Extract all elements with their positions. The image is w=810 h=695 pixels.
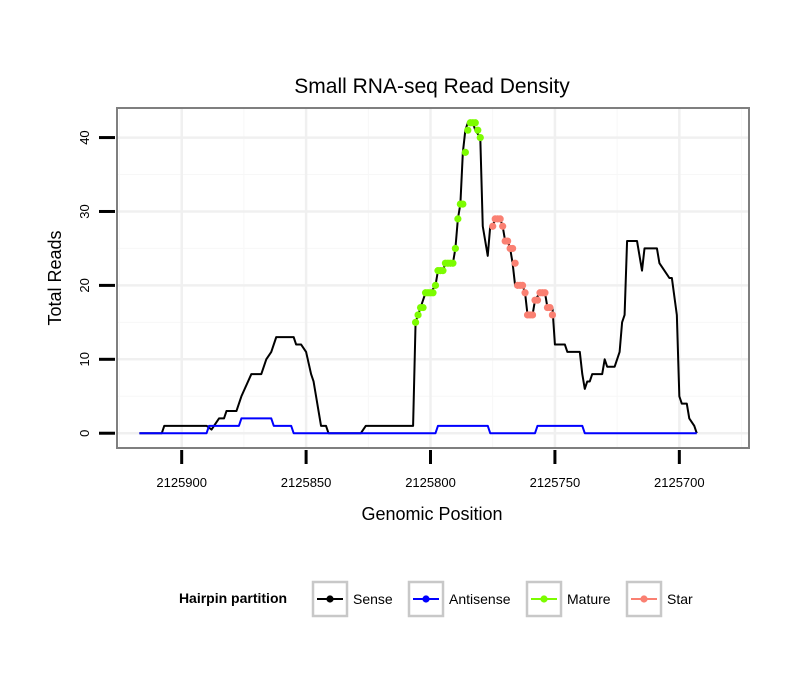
series-line-sense — [139, 121, 698, 435]
legend-key-point-antisense — [422, 595, 430, 603]
data-point-mature — [419, 303, 427, 312]
data-point-mature — [449, 259, 457, 267]
data-point-mature — [429, 289, 437, 297]
legend: Hairpin partition Sense Antisense Mature St… — [179, 580, 693, 618]
grid — [117, 108, 749, 448]
data-point-star — [496, 215, 504, 223]
data-point-mature — [474, 126, 482, 134]
data-point-mature — [459, 200, 467, 208]
data-point-mature — [471, 119, 479, 127]
x-tick-label: 2125750 — [530, 475, 581, 490]
data-point-mature — [431, 281, 440, 289]
data-point-mature — [461, 148, 469, 156]
data-point-mature — [476, 133, 484, 142]
data-point-star — [528, 311, 537, 319]
plot-panel-border — [116, 107, 750, 449]
data-point-star — [521, 289, 529, 297]
data-point-star — [518, 281, 527, 289]
data-point-star — [489, 222, 497, 230]
data-point-star — [499, 222, 507, 230]
data-point-mature — [464, 126, 472, 134]
y-tick-label: 40 — [77, 130, 92, 144]
legend-label-star: Star — [667, 591, 693, 607]
data-point-star — [546, 303, 554, 312]
data-point-mature — [414, 311, 422, 319]
x-tick-label: 2125900 — [156, 475, 207, 490]
data-point-mature — [439, 267, 447, 275]
series-line-antisense — [139, 417, 697, 435]
y-axis-label: Total Reads — [45, 230, 65, 325]
legend-title: Hairpin partition — [179, 590, 287, 606]
legend-label-mature: Mature — [567, 591, 611, 607]
x-tick-label: 2125850 — [281, 475, 332, 490]
y-tick-label: 20 — [77, 278, 92, 292]
data-point-mature — [451, 244, 459, 253]
x-axis-label: Genomic Position — [361, 504, 502, 524]
legend-key-point-star — [640, 595, 648, 603]
legend-key-point-mature — [540, 595, 548, 603]
data-point-mature — [411, 318, 420, 326]
series-layer — [139, 119, 698, 435]
data-point-mature — [454, 215, 462, 223]
data-point-star — [533, 296, 542, 304]
legend-label-sense: Sense — [353, 591, 393, 607]
legend-key-point-sense — [326, 595, 334, 603]
x-tick-label: 2125700 — [654, 475, 705, 490]
y-tick-label: 0 — [77, 430, 92, 437]
data-point-star — [548, 311, 557, 319]
y-tick-label: 30 — [77, 204, 92, 218]
data-point-star — [511, 259, 519, 267]
axes: 2125900 2125850 2125800 2125750 2125700 0 10 20… — [77, 130, 705, 490]
x-tick-label: 2125800 — [405, 475, 456, 490]
data-point-star — [541, 289, 549, 297]
data-point-star — [509, 244, 517, 253]
chart-title: Small RNA-seq Read Density — [294, 75, 570, 98]
legend-label-antisense: Antisense — [449, 591, 511, 607]
y-tick-label: 10 — [77, 352, 92, 366]
data-point-star — [504, 237, 512, 245]
